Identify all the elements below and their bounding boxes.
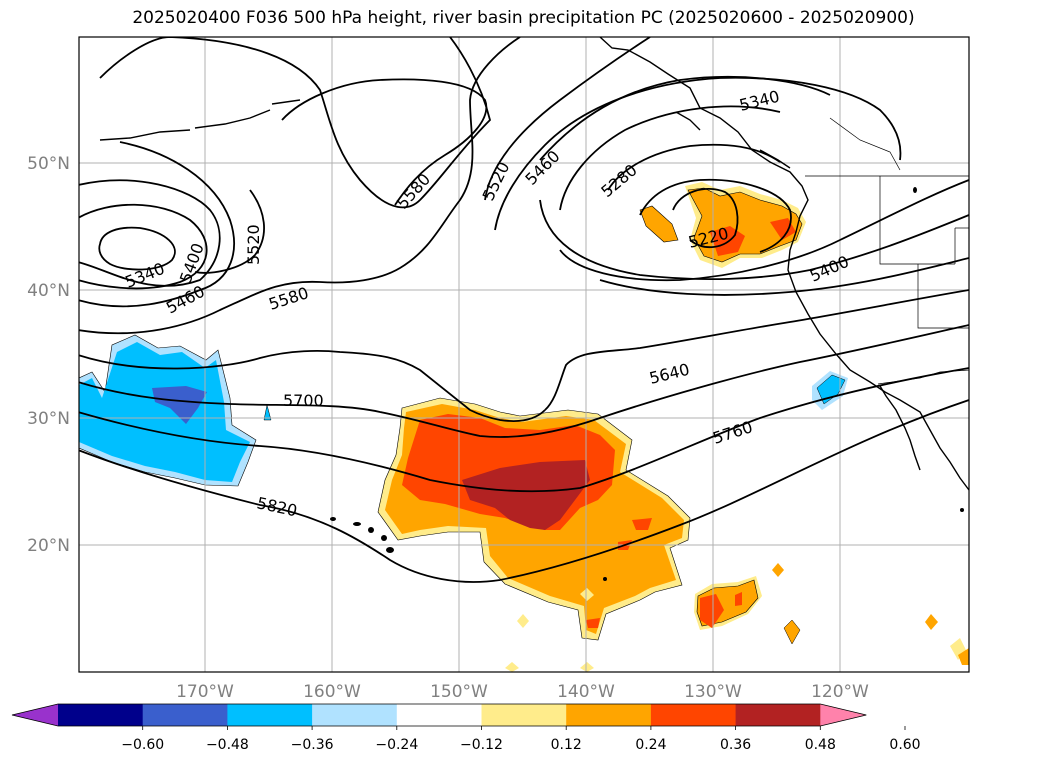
map-frame: [78, 36, 970, 673]
colorbar-segment: [312, 704, 398, 726]
colorbar-segment: [735, 704, 821, 726]
colorbar-segment: [142, 704, 228, 726]
colorbar-extend-low: [12, 704, 58, 726]
colorbar-segment: [396, 704, 482, 726]
colorbar-tick-label: −0.36: [291, 737, 334, 753]
contour-labels: 5340 5400 5460 5520 5580 5580 5700 5820 …: [122, 87, 851, 521]
lon-label: 150°W: [430, 682, 488, 702]
colorbar-segment: [566, 704, 652, 726]
lat-label: 20°N: [27, 536, 70, 556]
longitude-labels: 170°W 160°W 150°W 140°W 130°W 120°W: [176, 682, 869, 702]
colorbar-extend-high: [820, 704, 867, 726]
colorbar-segment: [58, 704, 144, 726]
colorbar: −0.60 −0.48 −0.36 −0.24 −0.12 0.12 0.24 0.36 0.4…: [11, 703, 921, 753]
map-title: 2025020400 F036 500 hPa height, river ba…: [132, 8, 915, 28]
colorbar-tick-label: 0.48: [805, 737, 836, 753]
lon-label: 170°W: [176, 682, 234, 702]
contour-label: 5520: [244, 224, 263, 265]
colorbar-segment: [481, 704, 567, 726]
colorbar-tick-label: −0.60: [121, 737, 164, 753]
colorbar-outline: [11, 703, 867, 727]
map-plot-area: 5340 5400 5460 5520 5580 5580 5700 5820 …: [79, 37, 969, 672]
colorbar-tick-label: 0.36: [720, 737, 751, 753]
colorbar-tick-label: −0.48: [206, 737, 249, 753]
contour-label: 5700: [283, 391, 324, 410]
colorbar-segment: [650, 704, 737, 726]
shading-layer: [79, 182, 969, 672]
latitude-labels: 50°N 40°N 30°N 20°N: [27, 154, 70, 556]
lon-label: 140°W: [557, 682, 615, 702]
lat-label: 40°N: [27, 281, 70, 301]
small-islands: [330, 187, 964, 581]
colorbar-tick-label: 0.12: [551, 737, 582, 753]
lon-label: 120°W: [811, 682, 869, 702]
colorbar-tick-label: −0.24: [375, 737, 418, 753]
colorbar-segment: [227, 704, 313, 726]
lon-label: 130°W: [684, 682, 742, 702]
colorbar-tick-label: −0.12: [460, 737, 503, 753]
lon-label: 160°W: [303, 682, 361, 702]
colorbar-tick-label: 0.24: [635, 737, 666, 753]
lat-label: 50°N: [27, 154, 70, 174]
colorbar-tick-label: 0.60: [889, 737, 920, 753]
lat-label: 30°N: [27, 409, 70, 429]
coastlines: [99, 37, 969, 491]
